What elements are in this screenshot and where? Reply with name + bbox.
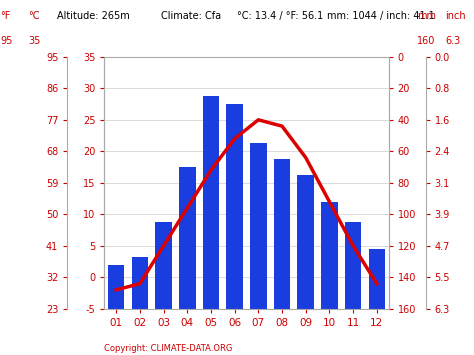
Text: 35: 35	[28, 36, 41, 45]
Text: 160: 160	[417, 36, 436, 45]
Text: °F: °F	[0, 11, 10, 21]
Bar	[345, 222, 361, 309]
Text: °C: °C	[28, 11, 40, 21]
Bar	[179, 167, 195, 309]
Text: mm: mm	[417, 11, 436, 21]
Bar	[108, 265, 124, 309]
Bar	[226, 104, 243, 309]
Text: 6.3: 6.3	[446, 36, 461, 45]
Bar	[321, 202, 337, 309]
Text: mm: 1044 / inch: 41.1: mm: 1044 / inch: 41.1	[327, 11, 435, 21]
Text: 95: 95	[0, 36, 12, 45]
Bar	[155, 222, 172, 309]
Text: Copyright: CLIMATE-DATA.ORG: Copyright: CLIMATE-DATA.ORG	[104, 344, 233, 353]
Bar	[202, 96, 219, 309]
Text: Climate: Cfa: Climate: Cfa	[161, 11, 221, 21]
Bar	[297, 175, 314, 309]
Text: inch: inch	[446, 11, 466, 21]
Text: °C: 13.4 / °F: 56.1: °C: 13.4 / °F: 56.1	[237, 11, 323, 21]
Bar	[368, 249, 385, 309]
Bar	[250, 143, 266, 309]
Text: Altitude: 265m: Altitude: 265m	[57, 11, 129, 21]
Bar	[274, 159, 290, 309]
Bar	[131, 257, 148, 309]
